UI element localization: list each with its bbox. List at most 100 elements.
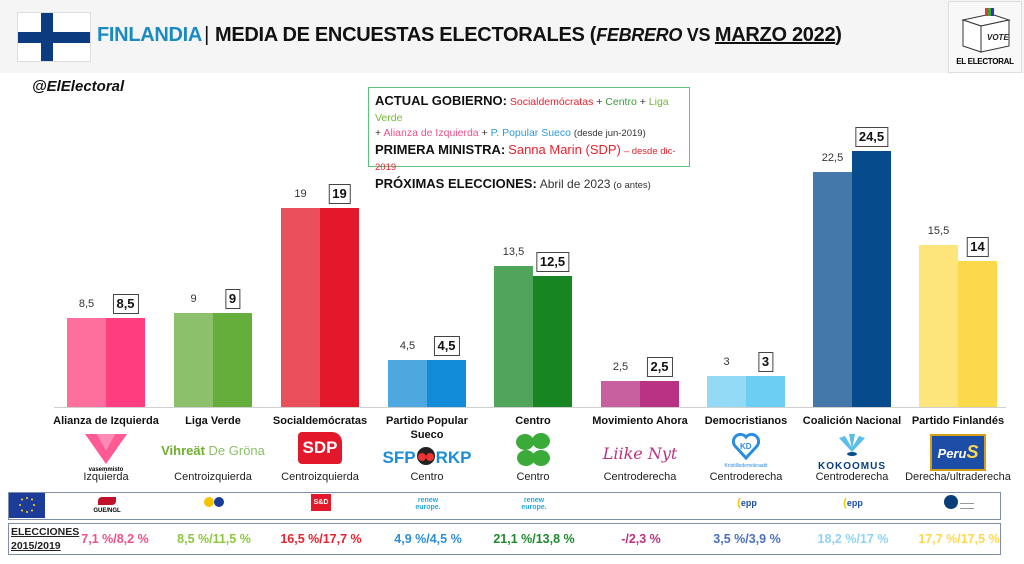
elections-label-1: ELECCIONES <box>11 526 80 538</box>
elections-label: ELECCIONES 2015/2019 <box>11 526 79 553</box>
party-name: Partido Popular Sueco <box>386 415 468 442</box>
title-main: MEDIA DE ENCUESTAS ELECTORALES <box>214 24 585 46</box>
country-name: FINLANDIA <box>97 24 203 46</box>
party-name: Liga Verde <box>185 415 241 427</box>
data-label-prev: 4,5 <box>399 339 416 352</box>
party-logo: Liike Nyt <box>602 444 678 463</box>
eu-group-logo: renew europe. <box>415 497 441 511</box>
data-label-curr: 4,5 <box>433 335 460 356</box>
gov-party: Liga Verde <box>375 96 669 124</box>
bar-prev <box>174 312 213 407</box>
bar-curr <box>106 318 145 407</box>
bar-prev <box>601 380 640 407</box>
party-ideology: Derecha/ultraderecha <box>905 471 1011 483</box>
gov-party: P. Popular Sueco <box>490 127 571 140</box>
vasemmisto-logo-icon <box>85 434 127 464</box>
eu-group-logo: renew europe. <box>521 497 547 511</box>
party-logo: KOKOOMUS <box>802 434 902 472</box>
party-logo <box>483 432 583 473</box>
eu-groups-row: GUE/NGL S&D renew europe. renew europe. (epp (e… <box>8 492 1001 520</box>
title-vs: VS <box>682 25 715 45</box>
title-curr-month: MARZO 2022 <box>714 24 836 46</box>
next-election-line: PRÓXIMAS ELECCIONES: Abril de 2023 (o an… <box>375 175 683 194</box>
bar-prev <box>813 171 852 407</box>
bar-prev <box>281 208 320 407</box>
svg-text:KD: KD <box>740 442 752 451</box>
elections-row: ELECCIONES 2015/2019 7,1 %/8,2 % 8,5 %/11… <box>8 523 1001 555</box>
election-result: 18,2 %/17 % <box>817 532 889 546</box>
government-info-box: ACTUAL GOBIERNO: Socialdemócratas + Cent… <box>368 87 690 191</box>
data-label-curr: 14 <box>966 236 989 257</box>
party-logo: PeruS <box>908 434 1008 471</box>
twitter-handle: @ElElectoral <box>32 78 125 95</box>
bar-prev <box>67 318 106 407</box>
data-label-prev: 13,5 <box>502 245 525 258</box>
data-label-prev: 22,5 <box>821 151 844 164</box>
data-label-prev: 9 <box>190 292 197 305</box>
party-name: Movimiento Ahora <box>592 415 688 427</box>
title-paren-open: ( <box>584 24 597 46</box>
clover-icon <box>516 433 550 466</box>
bar-curr <box>320 208 359 407</box>
gov-since: (desde jun-2019) <box>573 128 646 140</box>
party-ideology: Centro <box>410 471 444 483</box>
election-result: 8,5 %/11,5 % <box>177 532 251 546</box>
bar-prev <box>494 265 533 407</box>
data-label-curr: 2,5 <box>646 356 673 377</box>
party-ideology: Centroizquierda <box>174 471 252 483</box>
bar-prev <box>707 375 746 407</box>
party-logo: SDP <box>270 432 370 464</box>
gov-line-2: + Alianza de Izquierda + P. Popular Suec… <box>375 126 683 141</box>
election-result: 17,7 %/17,5 % <box>918 532 1000 546</box>
elections-label-2: 2015/2019 <box>11 539 61 552</box>
bar-curr <box>533 276 572 407</box>
party-ideology: Centroizquierda <box>281 471 359 483</box>
party-name: Partido Finlandés <box>911 415 1005 427</box>
election-result: 4,9 %/4,5 % <box>394 532 462 546</box>
data-label-prev: 19 <box>294 188 307 201</box>
ballot-box-icon: VOTE <box>961 8 1011 53</box>
next-label: PRÓXIMAS ELECCIONES: <box>375 176 537 192</box>
party-ideology: Centroderecha <box>709 471 783 483</box>
cornflower-icon <box>839 434 865 456</box>
joiner: + <box>593 96 606 108</box>
pm-since: – desde dic-2019 <box>375 146 676 174</box>
bar-curr <box>427 359 466 407</box>
data-label-curr: 24,5 <box>854 126 889 147</box>
logo-text: EL ELECTORAL <box>956 57 1014 66</box>
gov-party: Centro <box>605 96 637 108</box>
eu-group-logo: GUE/NGL <box>72 497 142 514</box>
bar-prev <box>919 245 958 407</box>
party-name: Alianza de Izquierda <box>53 415 159 427</box>
party-ideology: Izquierda <box>83 471 129 483</box>
joiner: + <box>375 127 384 140</box>
joiner: + <box>478 127 491 140</box>
election-result: 7,1 %/8,2 % <box>81 532 149 546</box>
party-name: Socialdemócratas <box>272 415 368 427</box>
el-electoral-logo: VOTE EL ELECTORAL <box>948 1 1022 73</box>
election-result: -/2,3 % <box>621 532 661 546</box>
party-name: Democristianos <box>704 415 788 427</box>
eu-group-logo <box>179 497 249 509</box>
election-result: 16,5 %/17,7 % <box>280 532 362 546</box>
ladybug-icon <box>416 447 435 465</box>
data-label-curr: 9 <box>224 288 241 309</box>
title-prev-month: FEBRERO <box>596 25 683 45</box>
data-label-prev: 2,5 <box>612 360 629 373</box>
bar-curr <box>852 150 891 407</box>
bar-curr <box>958 260 997 407</box>
eu-flag-icon <box>9 493 45 518</box>
vote-text: VOTE <box>987 33 1009 42</box>
x-axis-line <box>54 407 1006 408</box>
bar-curr <box>746 375 785 407</box>
gov-label: ACTUAL GOBIERNO: <box>375 93 507 108</box>
page-title: FINLANDIA | MEDIA DE ENCUESTAS ELECTORALES… <box>97 24 842 47</box>
data-label-curr: 12,5 <box>535 252 570 273</box>
title-separator: | <box>204 24 209 46</box>
eu-group-logo: (epp <box>843 497 863 509</box>
election-result: 3,5 %/3,9 % <box>713 532 781 546</box>
eu-group-logo: S&D <box>286 494 356 511</box>
election-result: 21,1 %/13,8 % <box>493 532 575 546</box>
party-ideology: Centroderecha <box>603 471 677 483</box>
eu-group-logo <box>924 495 994 511</box>
